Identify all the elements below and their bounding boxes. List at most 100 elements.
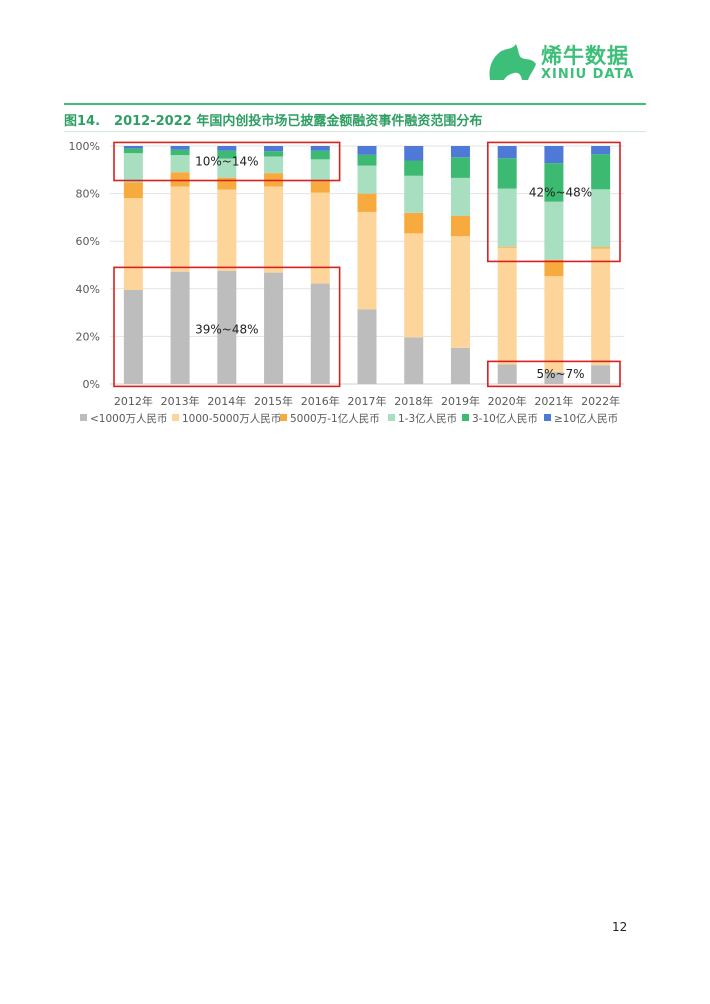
x-tick-label: 2021年	[534, 394, 573, 408]
page-number: 12	[612, 920, 628, 934]
x-tick-label: 2012年	[114, 394, 153, 408]
bar-segment	[544, 372, 564, 384]
bar-segment	[170, 149, 190, 156]
legend-label: 5000万-1亿人民币	[290, 412, 380, 425]
legend-swatch	[172, 414, 179, 421]
bar-segment	[450, 347, 470, 384]
bar-segment	[450, 215, 470, 237]
bar-segment	[123, 198, 143, 290]
title-underline	[64, 131, 646, 132]
x-tick-label: 2022年	[581, 394, 620, 408]
legend-swatch	[280, 414, 287, 421]
annotation-box	[487, 360, 621, 388]
legend-label: <1000万人民币	[90, 413, 168, 425]
bar-segment	[123, 182, 143, 199]
brand-logo: 烯牛数据 XINIU DATA	[486, 40, 646, 86]
bar-segment	[170, 172, 190, 187]
bar-segment	[357, 146, 377, 155]
bar-segment	[357, 154, 377, 166]
bar-segment	[217, 177, 237, 190]
bar-segment	[310, 283, 330, 384]
x-tick-label: 2020年	[488, 394, 527, 408]
bar-segment	[450, 157, 470, 178]
y-tick-label: 100%	[69, 140, 100, 153]
bar-segment	[217, 189, 237, 271]
legend-swatch	[80, 414, 87, 421]
logo-english-text: XINIU DATA	[541, 67, 635, 82]
bar-segment	[170, 186, 190, 272]
x-tick-label: 2014年	[207, 394, 246, 408]
y-tick-label: 0%	[83, 378, 100, 391]
bar-segment	[544, 276, 564, 373]
y-tick-label: 80%	[76, 188, 100, 201]
bar-segment	[591, 365, 611, 384]
logo-chinese-text: 烯牛数据	[541, 44, 629, 68]
bar-segment	[591, 247, 611, 249]
legend-label: 3-10亿人民币	[472, 412, 538, 425]
figure-number: 图14.	[64, 114, 101, 129]
legend-swatch	[388, 414, 395, 421]
bar-segment	[497, 146, 517, 159]
bar-segment	[404, 146, 424, 161]
bar-segment	[170, 271, 190, 384]
y-tick-label: 20%	[76, 330, 100, 343]
bar-segment	[123, 148, 143, 154]
bar-segment	[264, 272, 284, 384]
bar-segment	[217, 270, 237, 384]
annotation-box	[113, 266, 341, 388]
bar-segment	[450, 177, 470, 216]
bar-segment	[170, 146, 190, 150]
bar-segment	[404, 233, 424, 338]
annotation-box	[487, 141, 621, 263]
header-divider	[64, 103, 646, 105]
bar-segment	[497, 246, 517, 248]
bar-segment	[310, 192, 330, 284]
rhino-logo-icon	[489, 44, 536, 80]
bar-segment	[497, 158, 517, 189]
annotation-label: 10%~14%	[195, 154, 258, 168]
annotation-label: 39%~48%	[195, 322, 258, 336]
bar-segment	[591, 154, 611, 190]
bar-segment	[357, 193, 377, 212]
annotation-label: 5%~7%	[536, 367, 584, 381]
bar-segment	[310, 150, 330, 160]
bar-segment	[591, 146, 611, 155]
y-tick-label: 60%	[76, 235, 100, 248]
bar-segment	[544, 201, 564, 260]
bar-segment	[404, 337, 424, 384]
bar-segment	[591, 189, 611, 248]
bar-segment	[310, 181, 330, 193]
legend-label: 1000-5000万人民币	[182, 413, 281, 425]
x-tick-label: 2019年	[441, 394, 480, 408]
bar-segment	[591, 248, 611, 366]
bar-segment	[217, 158, 237, 178]
bar-segment	[450, 236, 470, 348]
bar-segment	[123, 153, 143, 183]
bar-segment	[170, 155, 190, 173]
legend-label: ≥10亿人民币	[554, 412, 618, 425]
bar-segment	[264, 156, 284, 174]
annotation-label: 42%~48%	[529, 185, 592, 199]
bar-segment	[497, 364, 517, 384]
bar-segment	[357, 211, 377, 310]
x-tick-label: 2015年	[254, 394, 293, 408]
bar-segment	[404, 212, 424, 234]
bar-segment	[544, 163, 564, 202]
bar-segment	[217, 146, 237, 151]
bar-segment	[357, 309, 377, 384]
y-tick-label: 40%	[76, 283, 100, 296]
bar-segment	[544, 146, 564, 164]
legend-label: 1-3亿人民币	[398, 412, 457, 425]
figure-title: 图14. 2012-2022 年国内创投市场已披露金额融资事件融资范围分布	[64, 110, 654, 129]
bar-segment	[310, 146, 330, 151]
legend-swatch	[544, 414, 551, 421]
figure-title-text: 2012-2022 年国内创投市场已披露金额融资事件融资范围分布	[114, 114, 483, 129]
annotation-box	[113, 141, 341, 182]
x-tick-label: 2016年	[301, 394, 340, 408]
bar-segment	[123, 289, 143, 384]
bar-segment	[497, 247, 517, 365]
x-tick-label: 2017年	[348, 394, 387, 408]
bar-segment	[450, 146, 470, 158]
bar-segment	[264, 146, 284, 152]
stacked-bar-chart: 0% 20% 40% 60% 80% 100% 2012年 2013年 2014年 2015年 20…	[69, 140, 624, 425]
